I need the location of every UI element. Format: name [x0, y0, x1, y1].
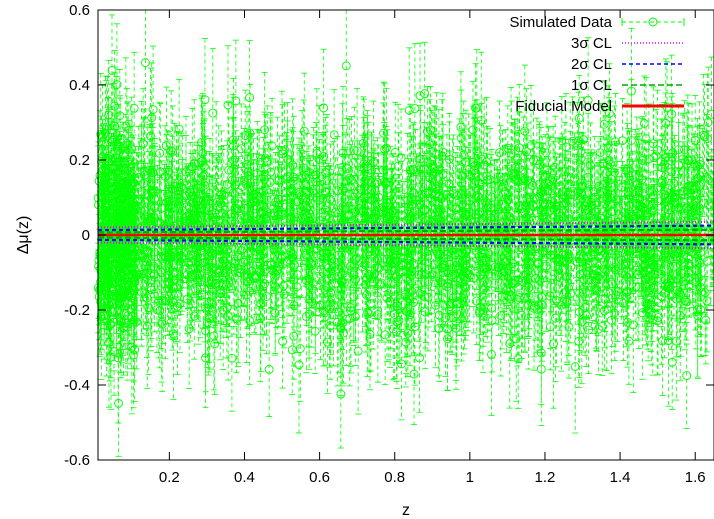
data-marker [394, 315, 404, 325]
data-marker [434, 324, 444, 334]
data-marker [482, 157, 492, 167]
data-marker [352, 146, 362, 156]
data-marker [104, 338, 114, 348]
data-marker [583, 95, 593, 105]
data-marker [278, 336, 288, 346]
data-marker [266, 167, 276, 177]
data-marker [410, 104, 420, 114]
data-marker [213, 202, 223, 212]
data-marker [274, 200, 284, 210]
data-marker [505, 339, 515, 349]
data-marker [420, 89, 430, 99]
data-marker [200, 95, 210, 105]
data-point [390, 101, 400, 204]
data-marker [200, 180, 210, 190]
data-marker [264, 188, 274, 198]
data-marker [512, 154, 522, 163]
data-marker [482, 171, 492, 181]
data-marker [103, 153, 113, 163]
data-marker [331, 208, 341, 218]
data-marker [495, 148, 505, 158]
data-marker [390, 148, 400, 157]
data-marker [208, 108, 218, 118]
data-marker [478, 308, 488, 318]
data-marker [299, 126, 309, 136]
data-point [299, 72, 309, 190]
data-marker [551, 313, 560, 323]
data-marker [94, 292, 104, 302]
data-marker [529, 155, 538, 165]
